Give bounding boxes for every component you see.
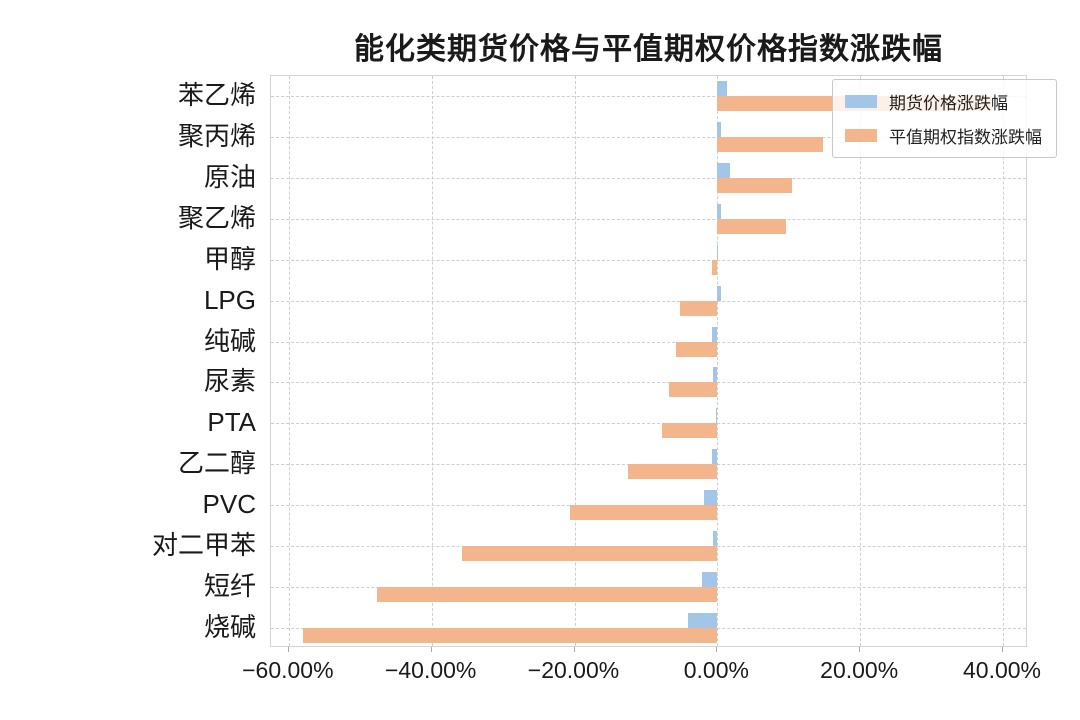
futures-bar bbox=[712, 449, 718, 465]
option-index-bar bbox=[680, 300, 718, 316]
legend: 期货价格涨跌幅平值期权指数涨跌幅 bbox=[832, 79, 1057, 158]
x-gridline bbox=[431, 76, 433, 646]
option-index-bar bbox=[669, 382, 718, 398]
category-label: 纯碱 bbox=[203, 325, 256, 356]
futures-bar bbox=[717, 244, 719, 260]
futures-bar bbox=[717, 81, 728, 97]
futures-bar bbox=[704, 490, 718, 505]
futures-bar bbox=[713, 530, 718, 546]
option-index-bar bbox=[303, 627, 718, 643]
futures-bar bbox=[701, 571, 718, 587]
legend-label: 期货价格涨跌幅 bbox=[889, 94, 1008, 113]
y-gridline bbox=[271, 137, 1026, 139]
y-gridline bbox=[271, 96, 1026, 98]
futures-bar bbox=[715, 408, 718, 424]
category-label: PVC bbox=[202, 489, 256, 519]
option-index-bar bbox=[628, 464, 718, 480]
legend-swatch bbox=[845, 95, 877, 108]
x-gridline bbox=[574, 76, 576, 646]
category-label: LPG bbox=[203, 284, 256, 315]
option-index-bar bbox=[376, 586, 718, 602]
category-label: 烧碱 bbox=[203, 611, 256, 642]
x-tick-mark bbox=[573, 647, 575, 652]
y-gridline bbox=[271, 300, 1026, 302]
x-tick-mark bbox=[1002, 647, 1003, 652]
y-gridline bbox=[271, 219, 1026, 220]
category-label: 对二甲苯 bbox=[151, 529, 256, 560]
legend-item: 平值期权指数涨跌幅 bbox=[845, 123, 1042, 148]
legend-swatch bbox=[845, 129, 877, 142]
futures-bar bbox=[717, 204, 721, 219]
futures-bar bbox=[688, 612, 718, 628]
x-tick-mark bbox=[859, 647, 861, 652]
x-tick-mark bbox=[716, 647, 718, 652]
plot-area bbox=[270, 75, 1027, 647]
x-gridline bbox=[717, 76, 719, 646]
option-index-bar bbox=[712, 259, 718, 275]
x-tick-label: −60.00% bbox=[242, 657, 334, 683]
futures-bar bbox=[717, 163, 731, 179]
x-tick-mark bbox=[430, 647, 432, 652]
legend-label: 平值期权指数涨跌幅 bbox=[889, 128, 1042, 147]
option-index-bar bbox=[662, 423, 718, 439]
category-label: 乙二醇 bbox=[177, 448, 256, 479]
x-gridline bbox=[288, 76, 290, 646]
x-tick-label: 20.00% bbox=[820, 657, 899, 683]
x-tick-label: −40.00% bbox=[384, 657, 477, 683]
y-gridline bbox=[271, 259, 1026, 261]
x-tick-mark bbox=[287, 647, 289, 652]
category-label: 聚乙烯 bbox=[177, 203, 256, 233]
futures-bar bbox=[712, 326, 718, 342]
option-index-bar bbox=[717, 178, 793, 194]
x-tick-label: 40.00% bbox=[962, 657, 1041, 683]
x-tick-label: 0.00% bbox=[683, 657, 749, 683]
option-index-bar bbox=[569, 505, 718, 520]
x-gridline bbox=[860, 76, 862, 646]
option-index-bar bbox=[717, 137, 824, 153]
chart-title: 能化类期货价格与平值期权价格指数涨跌幅 bbox=[354, 33, 943, 66]
x-gridline bbox=[1003, 76, 1004, 646]
y-gridline bbox=[271, 382, 1026, 384]
y-gridline bbox=[271, 423, 1026, 425]
option-index-bar bbox=[675, 341, 718, 357]
futures-bar bbox=[712, 367, 718, 383]
option-index-bar bbox=[717, 219, 786, 234]
x-tick-label: −20.00% bbox=[527, 657, 620, 683]
category-label: 甲醇 bbox=[203, 243, 256, 274]
y-gridline bbox=[271, 341, 1026, 343]
category-label: PTA bbox=[207, 407, 256, 438]
category-label: 短纤 bbox=[203, 570, 256, 601]
category-label: 苯乙烯 bbox=[177, 80, 256, 111]
futures-bar bbox=[717, 285, 722, 301]
category-label: 原油 bbox=[203, 162, 256, 193]
option-index-bar bbox=[462, 545, 718, 561]
category-label: 聚丙烯 bbox=[177, 121, 256, 152]
legend-item: 期货价格涨跌幅 bbox=[845, 89, 1042, 114]
futures-bar bbox=[717, 122, 721, 138]
category-label: 尿素 bbox=[203, 366, 256, 397]
y-gridline bbox=[271, 178, 1026, 180]
